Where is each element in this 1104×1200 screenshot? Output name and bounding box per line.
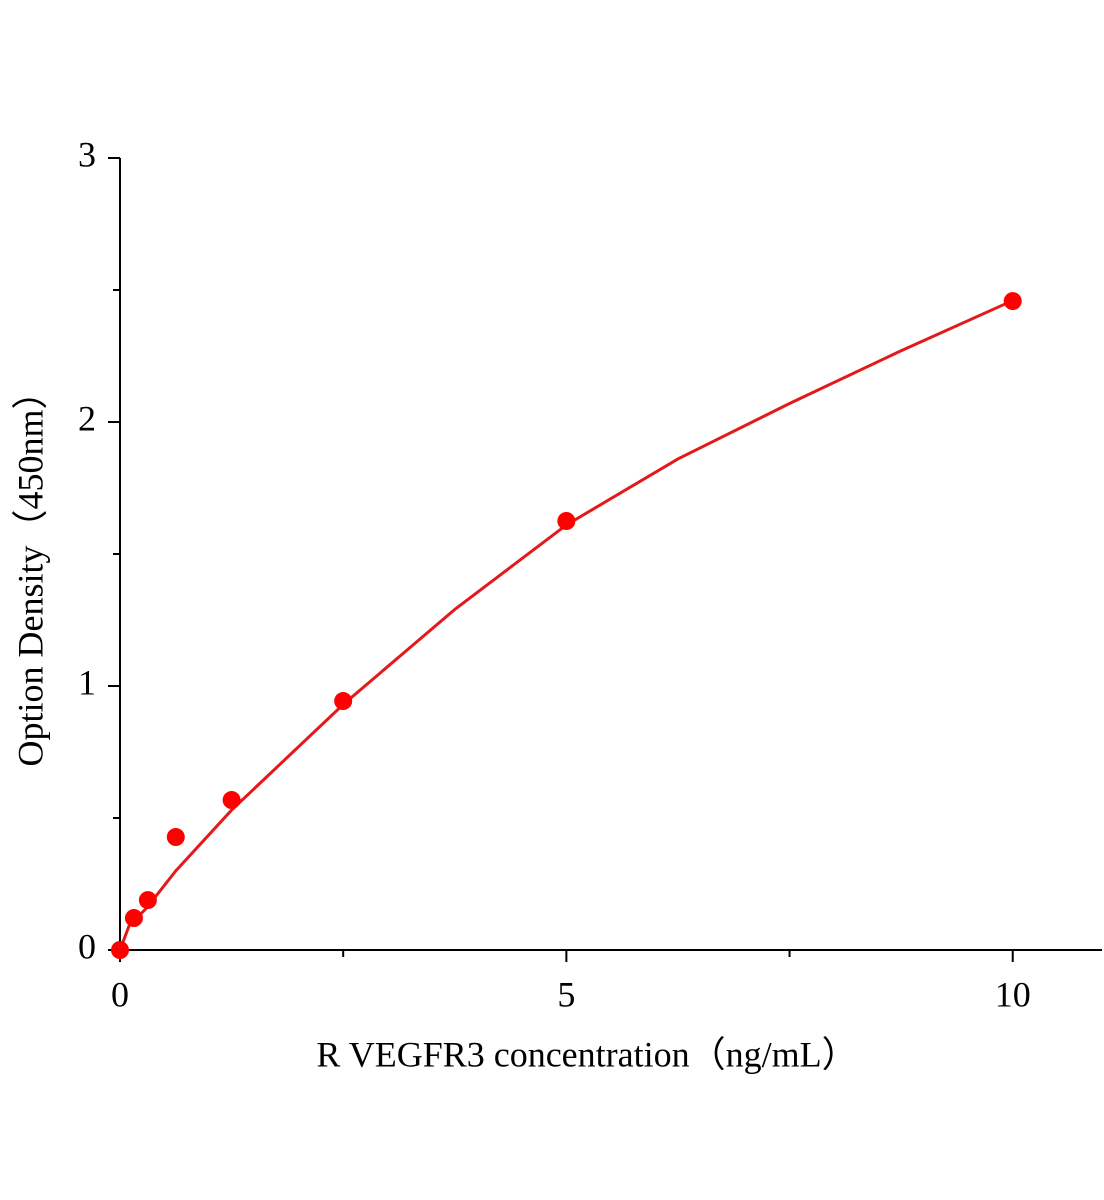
x-tick-label: 10 xyxy=(995,974,1031,1014)
point xyxy=(222,791,241,810)
point xyxy=(1003,292,1022,311)
point xyxy=(138,891,157,910)
point xyxy=(557,512,576,530)
y-tick-label: 2 xyxy=(78,398,96,438)
y-axis-label: Option Density（450nm） xyxy=(10,374,50,767)
x-axis-label: R VEGFR3 concentration（ng/mL） xyxy=(316,1034,857,1074)
fit-curve xyxy=(118,299,1014,951)
x-tick-label: 5 xyxy=(557,974,575,1014)
point xyxy=(334,692,353,711)
point xyxy=(166,828,185,847)
point xyxy=(111,941,129,959)
y-tick-label: 0 xyxy=(78,926,96,966)
x-tick-label: 0 xyxy=(111,974,129,1014)
y-tick-label: 3 xyxy=(78,134,96,174)
point xyxy=(124,909,143,928)
y-tick-label: 1 xyxy=(78,662,96,702)
